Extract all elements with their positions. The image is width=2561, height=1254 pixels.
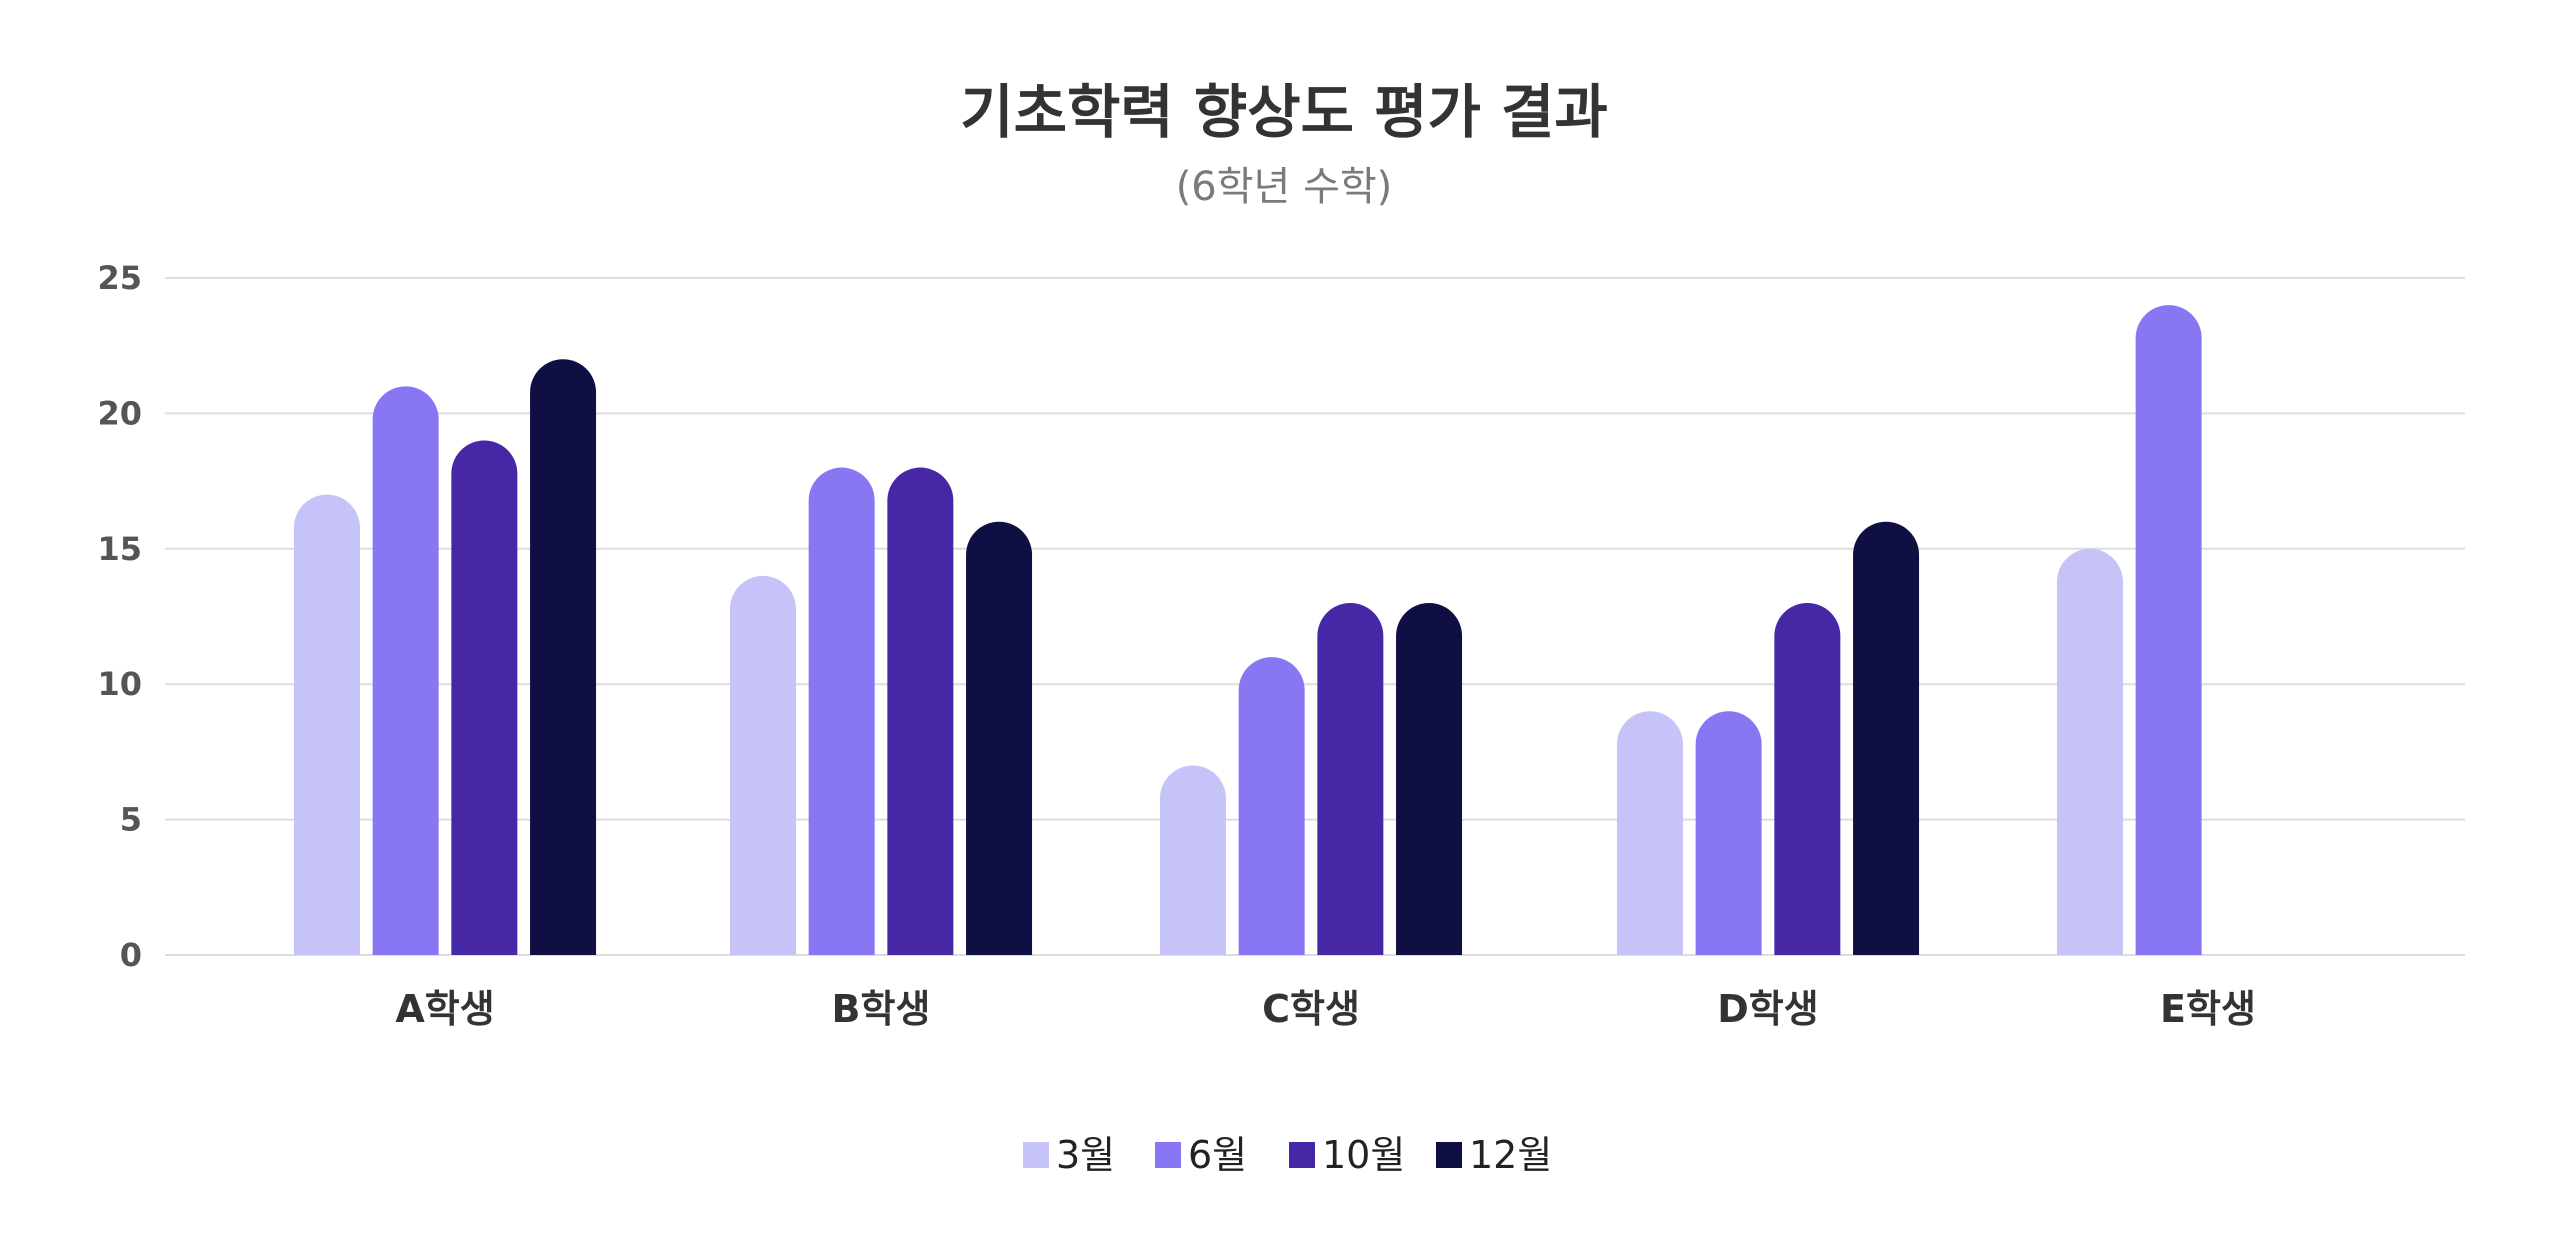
legend-label: 10월 (1322, 1133, 1405, 1177)
legend-label: 6월 (1188, 1133, 1247, 1177)
y-tick-label: 20 (97, 394, 142, 432)
bar-D학생-10월 (1774, 602, 1841, 955)
y-tick-label: 5 (120, 801, 142, 839)
y-axis: 0 5 10 15 20 25 (97, 259, 142, 974)
x-tick-label: D학생 (1717, 987, 1818, 1031)
legend: 3월 6월 10월 12월 (1023, 1133, 1552, 1177)
y-tick-label: 0 (120, 936, 142, 974)
bar-B학생-6월 (808, 467, 875, 955)
legend-swatch (1023, 1142, 1049, 1168)
bar-B학생-12월 (966, 521, 1033, 955)
bar-D학생-3월 (1616, 711, 1683, 955)
bar-A학생-12월 (530, 359, 597, 955)
bar-B학생-3월 (729, 575, 796, 955)
bar-C학생-12월 (1396, 602, 1463, 955)
bar-A학생-3월 (293, 494, 360, 955)
bar-D학생-6월 (1695, 711, 1762, 955)
legend-label: 3월 (1056, 1133, 1115, 1177)
chart-subtitle: (6학년 수학) (1176, 164, 1393, 210)
bar-E학생-6월 (2135, 305, 2202, 956)
chart-title: 기초학력 향상도 평가 결과 (960, 78, 1608, 146)
y-tick-label: 10 (97, 665, 142, 703)
legend-swatch (1436, 1142, 1462, 1168)
bar-D학생-12월 (1853, 521, 1920, 955)
x-axis: A학생 B학생 C학생 D학생 E학생 (395, 987, 2256, 1031)
bar-C학생-3월 (1159, 765, 1226, 955)
y-tick-label: 15 (97, 530, 142, 568)
x-tick-label: B학생 (832, 987, 931, 1031)
bars (293, 305, 2202, 956)
x-tick-label: E학생 (2160, 987, 2256, 1031)
bar-E학생-3월 (2056, 548, 2123, 955)
bar-B학생-10월 (887, 467, 954, 955)
y-tick-label: 25 (97, 259, 142, 297)
legend-swatch (1289, 1142, 1315, 1168)
x-tick-label: C학생 (1262, 987, 1360, 1031)
bar-C학생-10월 (1317, 602, 1384, 955)
legend-label: 12월 (1469, 1133, 1552, 1177)
x-tick-label: A학생 (395, 987, 494, 1031)
legend-swatch (1155, 1142, 1181, 1168)
bar-A학생-6월 (372, 386, 439, 955)
bar-A학생-10월 (451, 440, 518, 956)
bar-C학생-6월 (1238, 657, 1305, 955)
